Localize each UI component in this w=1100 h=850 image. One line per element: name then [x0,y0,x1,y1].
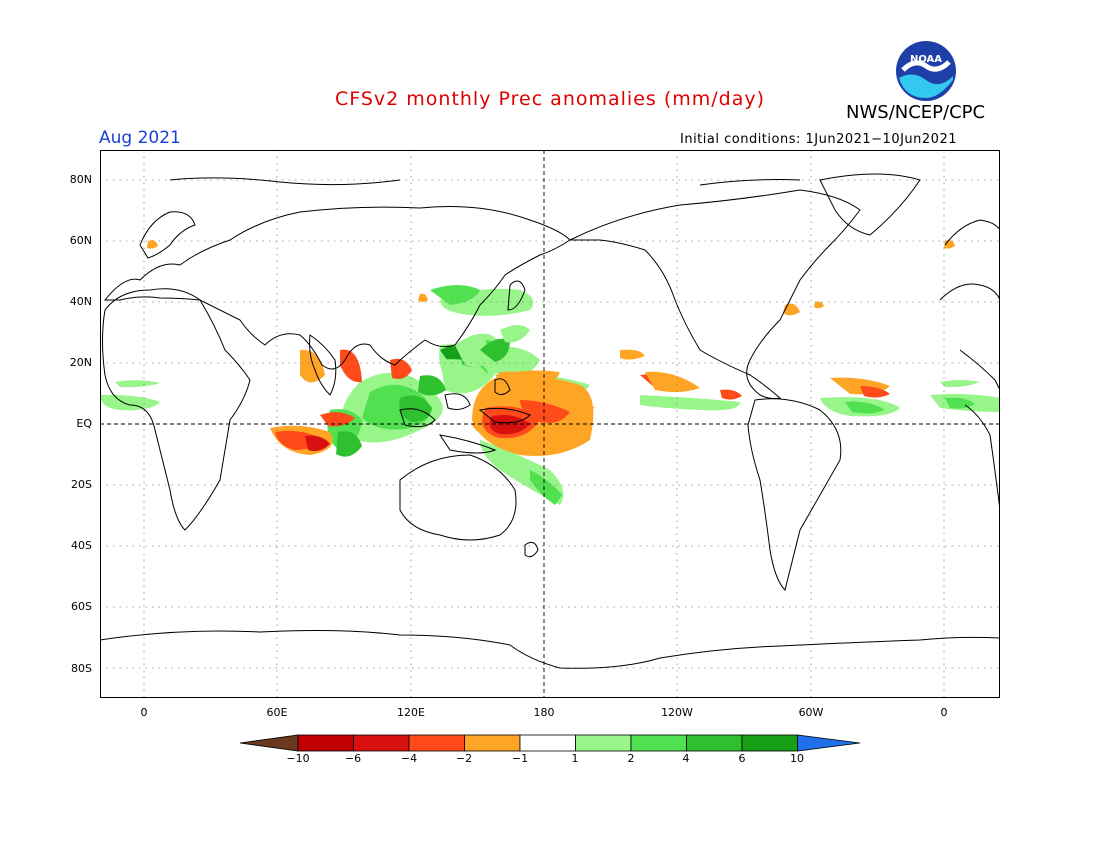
colorbar-label: 4 [682,752,690,765]
colorbar-label: −2 [455,752,473,765]
lat-label-80n: 80N [69,173,92,186]
color-bar-segment [408,734,465,752]
colorbar-label: 10 [790,752,804,765]
initial-conditions: Initial conditions: 1Jun2021−10Jun2021 [680,132,957,147]
colorbar-label: −4 [400,752,418,765]
color-bar-segment [630,734,687,752]
lat-label-40n: 40N [69,295,92,308]
colorbar-label: 6 [738,752,746,765]
lon-label-0-left: 0 [140,706,148,719]
lon-label-120w: 120W [661,706,693,719]
lon-label-60w: 60W [798,706,824,719]
color-bar-segment-above [797,734,861,752]
continent-outlines [100,173,1000,669]
color-bar-segment [464,734,521,752]
lon-label-0-right: 0 [940,706,948,719]
lon-label-180: 180 [533,706,555,719]
organization-label: NWS/NCEP/CPC [846,102,986,123]
color-bar-segment [519,734,576,752]
colorbar-label: 1 [571,752,579,765]
colorbar-label: 2 [627,752,635,765]
lon-label-60e: 60E [266,706,288,719]
map-title: CFSv2 monthly Prec anomalies (mm/day) [334,88,766,110]
color-bar-segment [741,734,798,752]
color-bar-segment [686,734,743,752]
lat-label-20n: 20N [69,356,92,369]
color-bar [239,734,861,752]
positive-anomaly-regions [100,285,1000,505]
precipitation-anomaly-map [100,150,1000,698]
noaa-logo: NOAA [896,41,956,101]
color-bar-segment [297,734,354,752]
colorbar-label: −6 [344,752,362,765]
color-bar-segment-below [239,734,299,752]
colorbar-label: −1 [511,752,529,765]
lat-label-eq: EQ [76,417,92,430]
lat-label-60s: 60S [71,600,92,613]
colorbar-label: −10 [286,752,310,765]
lat-label-80s: 80S [71,662,92,675]
lon-label-120e: 120E [397,706,425,719]
lat-label-20s: 20S [71,478,92,491]
lat-label-40s: 40S [71,539,92,552]
equator-dateline [100,150,1000,698]
forecast-month: Aug 2021 [99,128,181,148]
lat-label-60n: 60N [69,234,92,247]
color-bar-segment [575,734,632,752]
color-bar-segment [353,734,410,752]
logo-text: NOAA [910,54,942,65]
